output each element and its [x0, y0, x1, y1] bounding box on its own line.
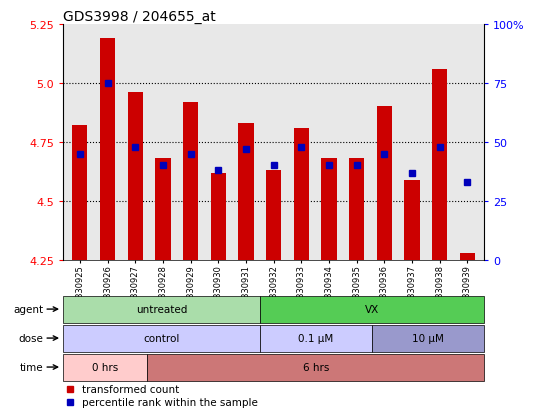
Bar	[266, 171, 281, 260]
Text: 0.1 μM: 0.1 μM	[298, 333, 333, 343]
Text: agent: agent	[13, 304, 43, 314]
Bar	[349, 159, 364, 260]
Bar	[63, 354, 147, 381]
Bar	[147, 354, 484, 381]
Bar	[211, 173, 226, 260]
Text: dose: dose	[18, 333, 43, 343]
Bar	[372, 325, 484, 352]
Bar	[238, 123, 254, 260]
Text: 10 μM: 10 μM	[412, 333, 444, 343]
Text: transformed count: transformed count	[82, 384, 179, 394]
Text: time: time	[19, 362, 43, 372]
Bar	[432, 69, 447, 260]
Bar	[377, 107, 392, 260]
Text: percentile rank within the sample: percentile rank within the sample	[82, 397, 258, 407]
Bar	[260, 325, 372, 352]
Bar	[128, 93, 143, 260]
Text: GDS3998 / 204655_at: GDS3998 / 204655_at	[63, 10, 216, 24]
Bar	[321, 159, 337, 260]
Text: 0 hrs: 0 hrs	[92, 362, 118, 372]
Bar	[100, 39, 115, 260]
Text: VX: VX	[365, 304, 379, 314]
Bar	[404, 180, 420, 260]
Bar	[460, 253, 475, 260]
Bar	[155, 159, 170, 260]
Bar	[260, 296, 484, 323]
Text: 6 hrs: 6 hrs	[302, 362, 329, 372]
Bar	[63, 296, 260, 323]
Bar	[183, 102, 198, 260]
Bar	[294, 128, 309, 260]
Bar	[72, 126, 87, 260]
Text: untreated: untreated	[136, 304, 187, 314]
Text: control: control	[143, 333, 180, 343]
Bar	[63, 325, 260, 352]
